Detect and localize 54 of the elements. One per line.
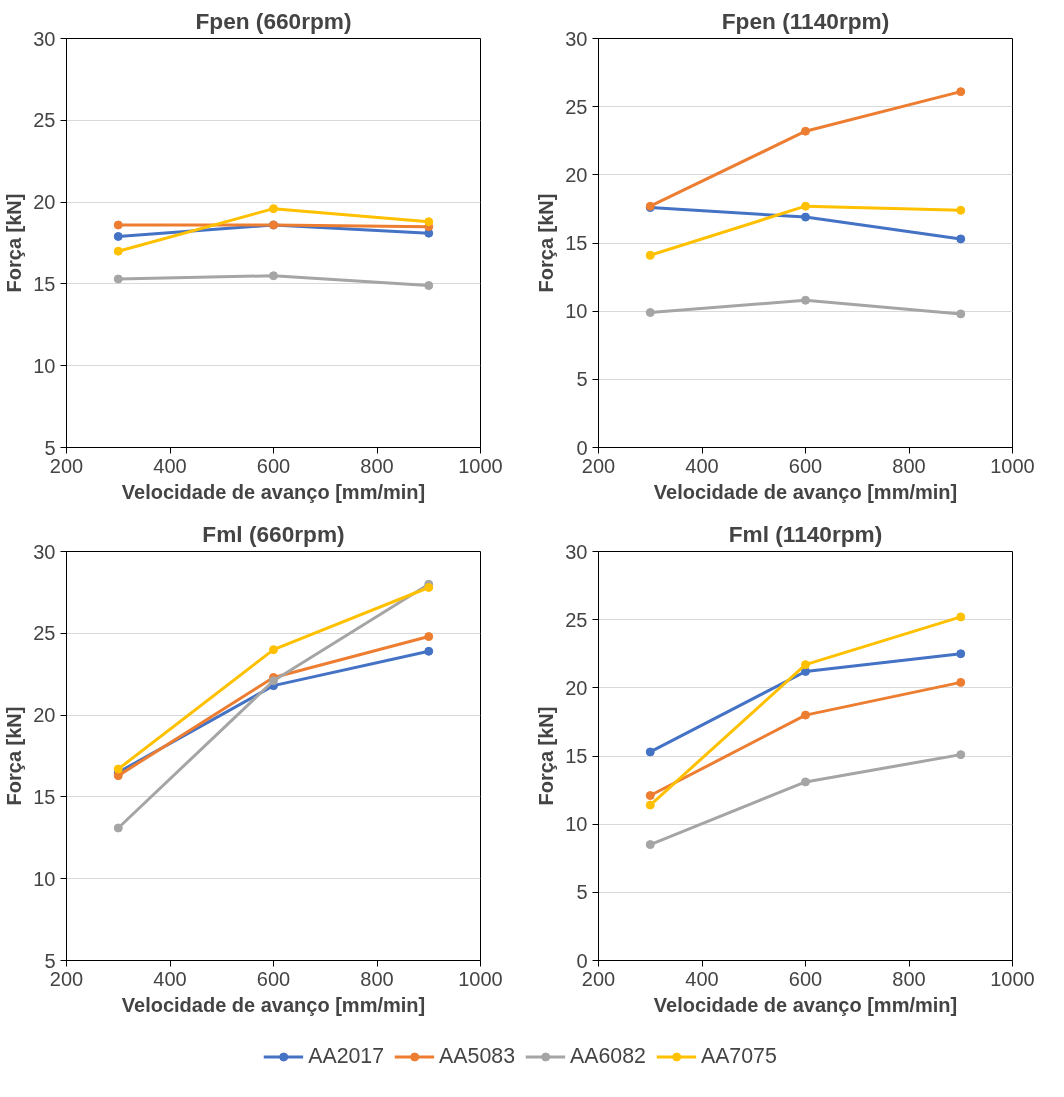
x-tick-label: 800 <box>360 967 394 990</box>
x-tick-label: 600 <box>256 967 291 990</box>
chart-title: Fpen (1140rpm) <box>721 7 890 34</box>
y-tick-label: 20 <box>33 704 56 727</box>
x-tick-label: 400 <box>685 967 719 990</box>
y-tick-label: 25 <box>33 622 56 645</box>
y-tick-label: 20 <box>33 191 56 214</box>
x-tick-label: 600 <box>788 967 823 990</box>
x-tick-label: 400 <box>685 454 719 477</box>
chart-title: Fml (1140rpm) <box>728 520 883 547</box>
y-axis-title: Força [kN] <box>3 193 26 293</box>
y-axis-title: Força [kN] <box>535 193 558 293</box>
y-axis-title: Força [kN] <box>3 706 26 806</box>
x-tick-label: 400 <box>153 967 187 990</box>
y-tick-label: 10 <box>33 354 56 377</box>
x-axis-title: Velocidade de avanço [mm/min] <box>121 480 426 503</box>
y-tick-label: 25 <box>33 109 56 132</box>
x-tick-label: 800 <box>360 454 394 477</box>
y-tick-label: 15 <box>565 232 588 254</box>
x-tick-label: 1000 <box>458 454 503 477</box>
y-axis-title: Força [kN] <box>535 706 558 806</box>
y-tick-label: 10 <box>565 300 588 323</box>
x-tick-label: 1000 <box>458 967 503 990</box>
y-tick-label: 30 <box>565 27 588 50</box>
x-tick-label: 600 <box>788 454 823 477</box>
y-tick-label: 15 <box>33 785 56 808</box>
y-tick-label: 10 <box>565 813 588 836</box>
legend-label: AA5083 <box>439 1043 515 1069</box>
x-tick-label: 1000 <box>990 967 1035 990</box>
y-tick-label: 15 <box>33 272 56 295</box>
y-tick-label: 5 <box>576 881 588 904</box>
x-tick-label: 800 <box>892 454 926 477</box>
x-tick-label: 600 <box>256 454 291 477</box>
y-tick-label: 30 <box>33 540 56 563</box>
chart-title: Fml (660rpm) <box>202 520 345 547</box>
x-tick-label: 400 <box>153 454 187 477</box>
legend-label: AA7075 <box>700 1043 777 1069</box>
y-tick-label: 20 <box>565 676 588 699</box>
chart-title: Fpen (660rpm) <box>195 7 352 34</box>
y-tick-label: 5 <box>576 368 588 391</box>
y-tick-label: 25 <box>565 95 588 118</box>
x-tick-label: 1000 <box>990 454 1035 477</box>
y-tick-label: 10 <box>33 867 56 890</box>
y-tick-label: 30 <box>33 27 56 50</box>
x-axis-title: Velocidade de avanço [mm/min] <box>653 993 958 1016</box>
legend-label: AA6082 <box>570 1043 646 1069</box>
y-tick-label: 20 <box>565 163 588 186</box>
y-tick-label: 15 <box>565 745 588 767</box>
y-tick-label: 25 <box>565 608 588 631</box>
x-axis-title: Velocidade de avanço [mm/min] <box>653 480 958 503</box>
x-tick-label: 800 <box>892 967 926 990</box>
y-tick-label: 30 <box>565 540 588 563</box>
legend-label: AA2017 <box>308 1043 385 1069</box>
x-axis-title: Velocidade de avanço [mm/min] <box>121 993 426 1016</box>
